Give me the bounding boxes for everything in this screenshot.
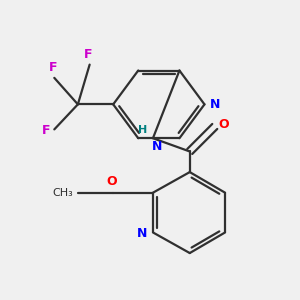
Text: O: O bbox=[218, 118, 229, 131]
Text: N: N bbox=[137, 227, 148, 240]
Text: N: N bbox=[152, 140, 162, 153]
Text: O: O bbox=[106, 175, 117, 188]
Text: CH₃: CH₃ bbox=[53, 188, 74, 198]
Text: F: F bbox=[84, 48, 92, 61]
Text: F: F bbox=[49, 61, 57, 74]
Text: H: H bbox=[138, 125, 147, 135]
Text: N: N bbox=[210, 98, 220, 111]
Text: F: F bbox=[41, 124, 50, 137]
